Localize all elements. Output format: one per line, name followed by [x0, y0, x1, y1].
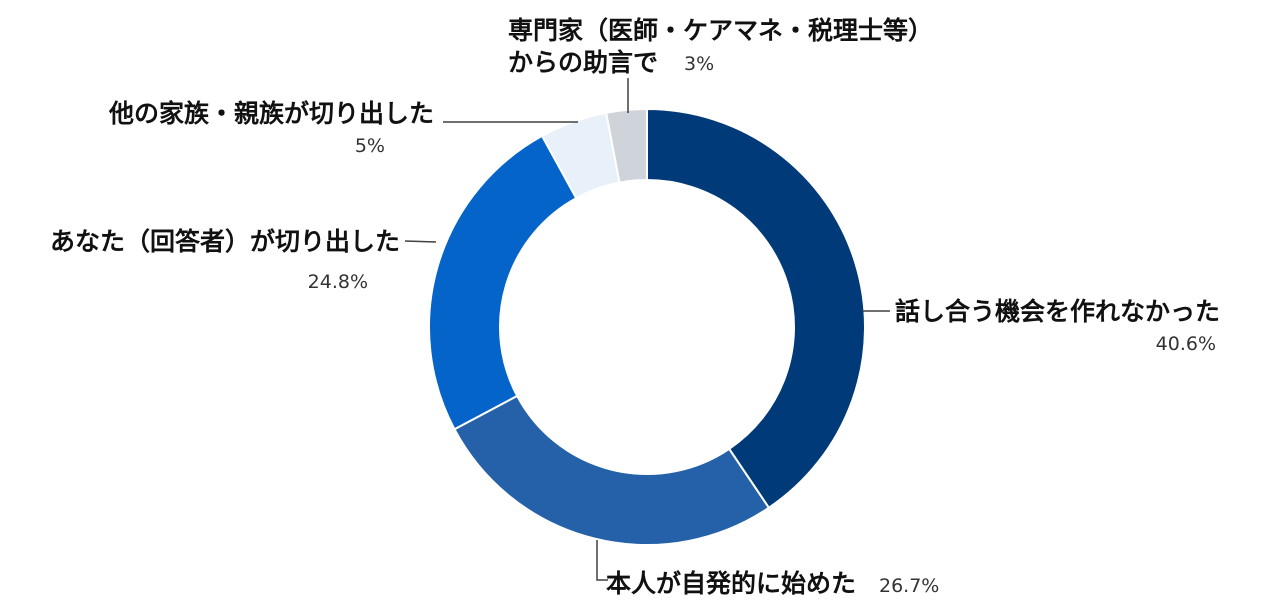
donut-slices: [428, 107, 866, 546]
donut-slice-1: [453, 394, 771, 546]
slice-label-1: 本人が自発的に始めた: [606, 569, 856, 598]
slice-value-3: 5%: [355, 135, 385, 157]
slice-label-4-line2: からの助言で: [508, 48, 658, 77]
leader-line-1: [596, 540, 608, 581]
slice-label-3: 他の家族・親族が切り出した: [108, 99, 434, 128]
slice-value-2: 24.8%: [308, 271, 368, 293]
leader-line-2: [404, 240, 437, 243]
slice-value-0: 40.6%: [1156, 333, 1216, 355]
slice-value-4: 3%: [684, 53, 714, 75]
slice-label-4-line1: 専門家（医師・ケアマネ・税理士等）: [508, 16, 933, 45]
slice-value-1: 26.7%: [879, 575, 939, 597]
leader-lines: [404, 78, 890, 581]
donut-slice-4: [605, 107, 648, 184]
donut-slice-0: [646, 107, 866, 510]
slice-labels: 話し合う機会を作れなかった 40.6% 本人が自発的に始めた 26.7% あなた…: [50, 16, 1220, 598]
slice-label-2: あなた（回答者）が切り出した: [50, 227, 400, 256]
slice-label-0: 話し合う機会を作れなかった: [895, 297, 1220, 326]
donut-slice-2: [428, 134, 578, 431]
